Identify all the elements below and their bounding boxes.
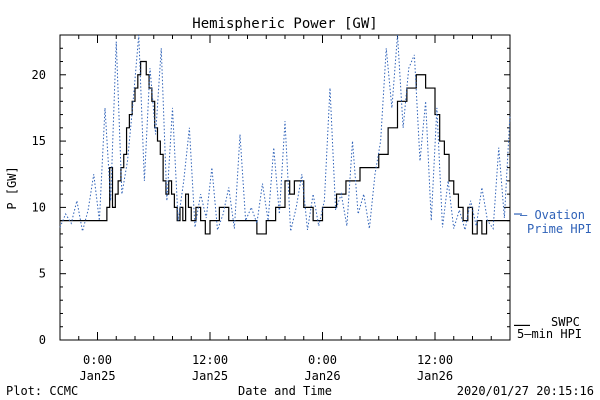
legend: – Ovation Prime HPI SWPC 5–min HPI bbox=[514, 208, 592, 341]
series-ovation-line bbox=[59, 34, 511, 232]
y-tick-label: 0 bbox=[39, 333, 46, 347]
x-axis-label: Date and Time bbox=[238, 384, 332, 398]
x-tick-time-label: 0:00 bbox=[83, 353, 112, 367]
x-tick-date-label: Jan26 bbox=[304, 369, 340, 383]
x-tick-time-label: 0:00 bbox=[308, 353, 337, 367]
y-tick-label: 15 bbox=[32, 134, 46, 148]
plot-timestamp: 2020/01/27 20:15:16 bbox=[457, 384, 594, 398]
y-tick-label: 5 bbox=[39, 267, 46, 281]
x-tick-date-label: Jan25 bbox=[192, 369, 228, 383]
legend-ovation-label-2: Prime HPI bbox=[527, 222, 592, 236]
x-tick-date-label: Jan25 bbox=[79, 369, 115, 383]
y-tick-label: 20 bbox=[32, 68, 46, 82]
x-tick-time-label: 12:00 bbox=[417, 353, 453, 367]
legend-swpc-label-2: 5–min HPI bbox=[517, 327, 582, 341]
x-tick-date-label: Jan26 bbox=[417, 369, 453, 383]
series-swpc-line bbox=[60, 60, 510, 235]
series-layer bbox=[59, 34, 511, 235]
chart-title: Hemispheric Power [GW] bbox=[192, 16, 377, 32]
x-tick-time-label: 12:00 bbox=[192, 353, 228, 367]
legend-ovation-label-1: – Ovation bbox=[520, 208, 585, 222]
x-axis: 0:00 Jan25 12:00 Jan25 0:00 Jan26 12:00 Jan26 bbox=[78, 35, 511, 383]
y-axis-label: P [GW] bbox=[5, 166, 19, 209]
legend-swpc-label-1: SWPC bbox=[551, 315, 580, 329]
y-tick-label: 10 bbox=[32, 200, 46, 214]
y-axis: 0 5 10 15 20 bbox=[32, 34, 510, 347]
plot-credit: Plot: CCMC bbox=[6, 384, 78, 398]
